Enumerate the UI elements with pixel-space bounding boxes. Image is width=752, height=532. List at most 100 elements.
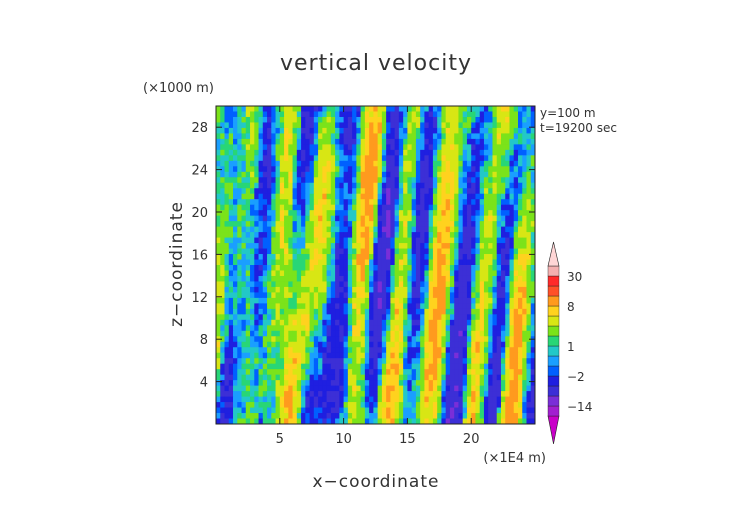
field-cell: [301, 232, 306, 239]
field-cell: [432, 292, 438, 299]
field-cell: [271, 160, 277, 167]
field-cell: [237, 259, 243, 266]
field-cell: [428, 385, 434, 392]
field-cell: [233, 160, 238, 167]
field-cell: [500, 308, 506, 315]
field-cell: [420, 330, 425, 337]
field-cell: [449, 111, 455, 118]
field-cell: [296, 347, 302, 354]
field-cell: [271, 292, 277, 299]
field-cell: [420, 396, 425, 403]
field-cell: [471, 204, 476, 211]
field-cell: [488, 275, 493, 282]
field-cell: [509, 391, 515, 398]
field-cell: [466, 286, 472, 293]
field-cell: [390, 210, 396, 217]
field-cell: [364, 155, 370, 162]
field-cell: [288, 341, 294, 348]
field-cell: [394, 248, 400, 255]
field-cell: [233, 380, 238, 387]
field-cell: [352, 374, 357, 381]
field-cell: [407, 407, 413, 414]
field-cell: [454, 413, 459, 420]
field-cell: [254, 199, 260, 206]
field-cell: [326, 292, 332, 299]
field-cell: [275, 171, 281, 178]
field-cell: [488, 281, 493, 288]
field-cell: [445, 374, 451, 381]
field-cell: [241, 330, 247, 337]
field-cell: [352, 347, 357, 354]
field-cell: [407, 226, 413, 233]
field-cell: [250, 259, 255, 266]
field-cell: [364, 319, 370, 326]
field-cell: [267, 374, 272, 381]
field-cell: [386, 133, 391, 140]
field-cell: [245, 122, 251, 129]
field-cell: [258, 363, 264, 370]
field-cell: [441, 188, 447, 195]
field-cell: [347, 259, 353, 266]
field-cell: [488, 303, 493, 310]
field-cell: [458, 363, 464, 370]
field-cell: [522, 133, 527, 140]
field-cell: [390, 171, 396, 178]
field-cell: [466, 319, 472, 326]
field-cell: [258, 248, 264, 255]
field-cell: [437, 407, 442, 414]
field-cell: [275, 232, 281, 239]
field-cell: [343, 160, 349, 167]
field-cell: [322, 188, 328, 195]
field-cell: [488, 193, 493, 200]
field-cell: [322, 319, 328, 326]
field-cell: [415, 116, 421, 123]
field-cell: [364, 418, 370, 425]
field-cell: [216, 149, 221, 156]
field-cell: [301, 116, 306, 123]
field-cell: [424, 248, 430, 255]
field-cell: [250, 226, 255, 233]
field-cell: [471, 402, 476, 409]
field-cell: [517, 363, 523, 370]
field-cell: [254, 171, 260, 178]
field-cell: [364, 297, 370, 304]
field-cell: [471, 160, 476, 167]
field-cell: [420, 116, 425, 123]
field-cell: [424, 341, 430, 348]
field-cell: [424, 347, 430, 354]
field-cell: [437, 325, 442, 332]
field-cell: [509, 369, 515, 376]
field-cell: [500, 347, 506, 354]
field-cell: [335, 297, 340, 304]
field-cell: [369, 193, 374, 200]
field-cell: [505, 133, 510, 140]
field-cell: [390, 270, 396, 277]
field-cell: [483, 281, 489, 288]
field-cell: [228, 336, 234, 343]
field-cell: [364, 254, 370, 261]
field-cell: [296, 160, 302, 167]
field-cell: [471, 237, 476, 244]
field-cell: [458, 275, 464, 282]
field-cell: [271, 166, 277, 173]
field-cell: [496, 133, 502, 140]
field-cell: [411, 325, 417, 332]
field-cell: [445, 314, 451, 321]
field-cell: [330, 171, 336, 178]
field-cell: [292, 413, 298, 420]
field-cell: [254, 243, 260, 250]
field-cell: [284, 308, 289, 315]
field-cell: [398, 127, 404, 134]
field-cell: [466, 308, 472, 315]
colorbar-tick-label: −14: [567, 400, 592, 414]
field-cell: [347, 133, 353, 140]
field-cell: [267, 308, 272, 315]
field-cell: [428, 204, 434, 211]
field-cell: [509, 286, 515, 293]
field-cell: [309, 374, 315, 381]
field-cell: [377, 193, 383, 200]
field-cell: [275, 265, 281, 271]
field-cell: [267, 369, 272, 376]
field-cell: [356, 193, 362, 200]
field-cell: [394, 188, 400, 195]
